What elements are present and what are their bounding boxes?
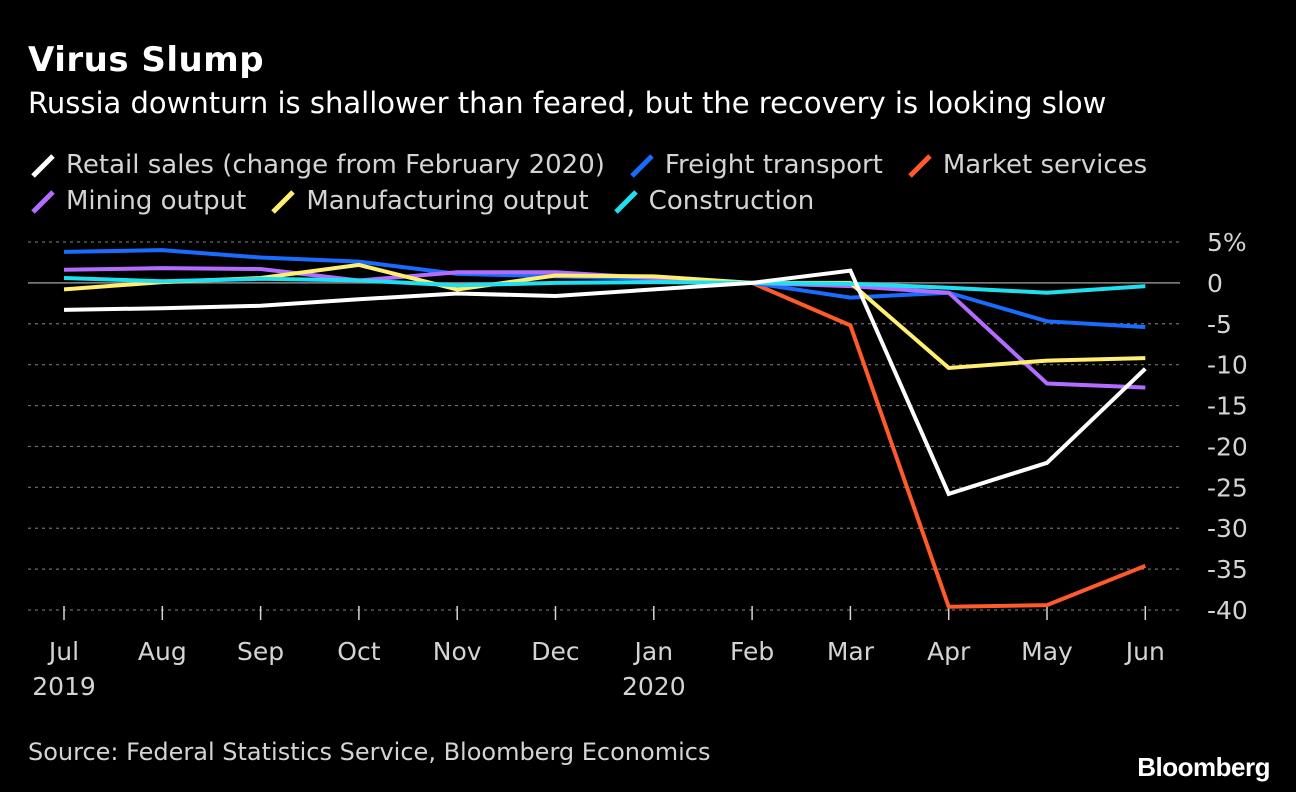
legend-item-retail-sales: Retail sales (change from February 2020) [28, 150, 605, 180]
chart-gridlines [28, 241, 1180, 611]
legend-row-2: Mining output Manufacturing output Const… [28, 186, 836, 216]
x-tick-label: Apr [927, 637, 971, 666]
x-year-label: 2019 [32, 672, 96, 701]
legend-label-manufacturing-output: Manufacturing output [306, 186, 589, 216]
legend-swatch-freight-transport [630, 154, 654, 178]
series-line-market-services [751, 281, 1147, 609]
x-tick-label: Dec [531, 637, 579, 666]
y-tick-label: -35 [1207, 555, 1248, 584]
legend-label-freight-transport: Freight transport [664, 150, 883, 180]
chart-series-lines [63, 248, 1147, 609]
chart-subtitle: Russia downturn is shallower than feared… [28, 86, 1107, 120]
y-tick-label: -5 [1207, 310, 1232, 339]
x-tick-label: Jun [1124, 637, 1165, 666]
y-tick-label: -20 [1207, 432, 1248, 461]
legend-item-mining-output: Mining output [28, 186, 246, 216]
x-tick-label: Sep [237, 637, 284, 666]
series-line-retail-sales [63, 268, 1147, 497]
y-axis-labels: 5% 0 -5 -10 -15 -20 -25 -30 -35 -40 [1207, 228, 1248, 625]
x-tick-label: Mar [827, 637, 875, 666]
y-tick-label: -25 [1207, 473, 1248, 502]
legend-label-market-services: Market services [942, 150, 1148, 180]
legend-label-mining-output: Mining output [66, 186, 247, 216]
x-tick-label: Nov [433, 637, 482, 666]
x-tick-label: Jan [633, 637, 674, 666]
series-line-construction [63, 275, 1146, 295]
y-tick-label: -15 [1207, 392, 1248, 421]
bloomberg-logo: Bloomberg [1137, 752, 1270, 782]
legend-item-market-services: Market services [905, 150, 1147, 180]
legend-swatch-market-services [908, 154, 932, 178]
legend-label-construction: Construction [648, 186, 815, 216]
legend-label-retail-sales: Retail sales (change from February 2020) [66, 150, 605, 180]
legend-swatch-construction [613, 190, 638, 214]
x-year-label: 2020 [622, 672, 686, 701]
x-tick-label: Feb [730, 637, 774, 666]
x-tick-label: Aug [138, 637, 187, 666]
x-tick-label: Jul [47, 637, 79, 666]
x-axis: Jul 2019 Aug Sep Oct Nov Dec Jan 2020 Feb Mar Apr Ma… [32, 606, 1165, 701]
x-tick-label: May [1021, 637, 1073, 666]
y-tick-label: 0 [1207, 269, 1223, 298]
series-line-mining-output [63, 266, 1146, 390]
chart-title: Virus Slump [28, 40, 265, 80]
legend-swatch-mining-output [31, 190, 55, 214]
legend-item-manufacturing-output: Manufacturing output [268, 186, 589, 216]
legend-swatch-retail-sales [31, 154, 55, 178]
source-note: Source: Federal Statistics Service, Bloo… [28, 738, 711, 766]
legend-row-1: Retail sales (change from February 2020)… [28, 150, 1169, 180]
y-tick-label: -40 [1207, 596, 1248, 625]
y-tick-label: 5% [1207, 228, 1247, 257]
x-tick-label: Oct [337, 637, 380, 666]
legend-item-construction: Construction [611, 186, 815, 216]
legend-swatch-manufacturing-output [271, 190, 296, 214]
y-tick-label: -30 [1207, 514, 1248, 543]
y-tick-label: -10 [1207, 351, 1248, 380]
legend-item-freight-transport: Freight transport [627, 150, 883, 180]
